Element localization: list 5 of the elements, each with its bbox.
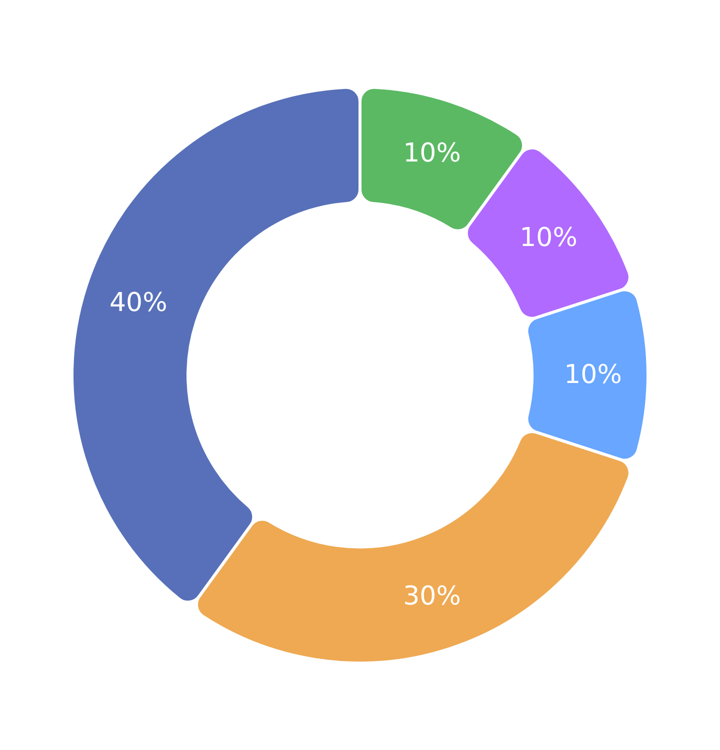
data-label: 10% — [564, 360, 622, 390]
data-label: 30% — [403, 582, 461, 612]
data-label: 10% — [403, 138, 461, 168]
data-label: 40% — [110, 288, 168, 318]
data-label: 10% — [520, 223, 578, 254]
